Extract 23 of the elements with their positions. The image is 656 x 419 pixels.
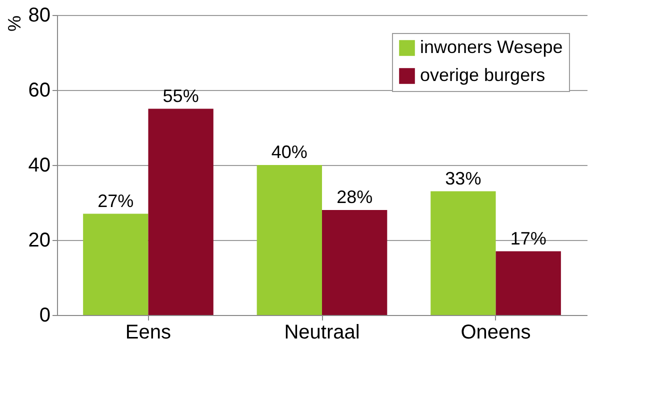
y-tick-label: 0 (39, 304, 50, 326)
x-tick-label: Neutraal (284, 322, 360, 344)
legend-label: overige burgers (420, 65, 546, 85)
bar (83, 214, 148, 315)
x-tick-label: Eens (125, 322, 172, 344)
data-label: 33% (445, 168, 482, 188)
y-axis-title: % (4, 16, 24, 32)
data-label: 40% (271, 142, 308, 162)
y-tick-label: 40 (28, 154, 50, 176)
bar (496, 251, 561, 315)
data-label: 27% (98, 190, 134, 211)
bar (322, 210, 388, 315)
bar (256, 165, 322, 315)
bar (148, 108, 214, 315)
y-tick-label: 80 (28, 4, 50, 26)
bar (430, 191, 496, 315)
x-tick-label: Oneens (460, 322, 531, 344)
data-label: 28% (336, 187, 373, 207)
y-tick-label: 60 (28, 80, 50, 102)
data-label: 17% (510, 228, 546, 248)
data-label: 55% (162, 86, 199, 106)
legend-label: inwoners Wesepe (420, 37, 563, 57)
y-tick-label: 20 (28, 230, 50, 252)
